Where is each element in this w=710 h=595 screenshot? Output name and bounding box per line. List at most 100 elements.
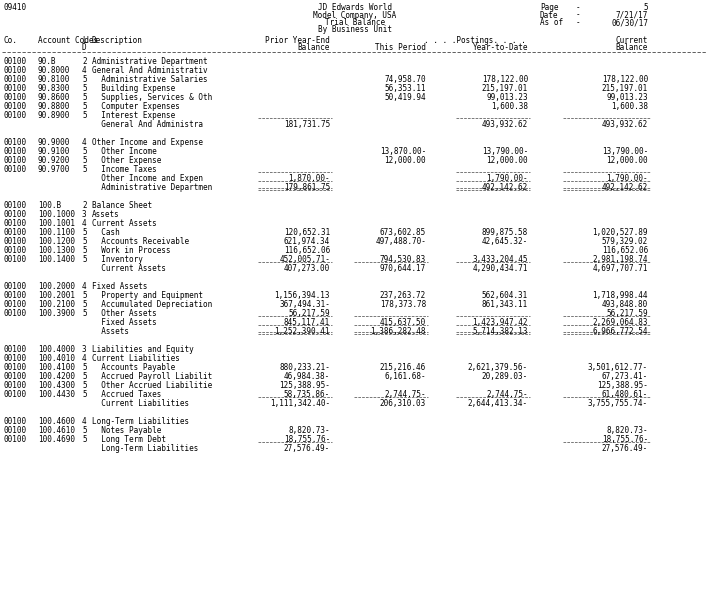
Text: Administrative Salaries: Administrative Salaries	[92, 75, 207, 84]
Text: 00100: 00100	[4, 237, 27, 246]
Text: Accounts Payable: Accounts Payable	[92, 363, 175, 372]
Text: 00100: 00100	[4, 84, 27, 93]
Text: 1,600.38: 1,600.38	[611, 102, 648, 111]
Text: Co.: Co.	[4, 36, 18, 45]
Text: 20,289.03-: 20,289.03-	[482, 372, 528, 381]
Text: 5: 5	[82, 291, 87, 300]
Text: 100.1200: 100.1200	[38, 237, 75, 246]
Text: 215,216.46: 215,216.46	[380, 363, 426, 372]
Text: 00100: 00100	[4, 246, 27, 255]
Text: Long-Term Liabilities: Long-Term Liabilities	[92, 417, 189, 426]
Text: 13,870.00-: 13,870.00-	[380, 147, 426, 156]
Text: 1,156,394.13: 1,156,394.13	[275, 291, 330, 300]
Text: -: -	[576, 3, 580, 12]
Text: 18,755.76-: 18,755.76-	[284, 435, 330, 444]
Text: 90.9000: 90.9000	[38, 138, 70, 147]
Text: 5: 5	[82, 237, 87, 246]
Text: 00100: 00100	[4, 66, 27, 75]
Text: 452,005.71-: 452,005.71-	[279, 255, 330, 264]
Text: 1,790.00-: 1,790.00-	[606, 174, 648, 183]
Text: 90.8800: 90.8800	[38, 102, 70, 111]
Text: Accumulated Depreciation: Accumulated Depreciation	[92, 300, 212, 309]
Text: 880,233.21-: 880,233.21-	[279, 363, 330, 372]
Text: 00100: 00100	[4, 165, 27, 174]
Text: 90.8300: 90.8300	[38, 84, 70, 93]
Text: As of: As of	[540, 18, 563, 27]
Text: Balance Sheet: Balance Sheet	[92, 201, 152, 210]
Text: 673,602.85: 673,602.85	[380, 228, 426, 237]
Text: Computer Expenses: Computer Expenses	[92, 102, 180, 111]
Text: 00100: 00100	[4, 255, 27, 264]
Text: Model Company, USA: Model Company, USA	[313, 11, 397, 20]
Text: 00100: 00100	[4, 363, 27, 372]
Text: 178,122.00: 178,122.00	[482, 75, 528, 84]
Text: 56,217.59: 56,217.59	[606, 309, 648, 318]
Text: 415,637.50: 415,637.50	[380, 318, 426, 327]
Text: . . . .Postings. . . .: . . . .Postings. . . .	[424, 36, 526, 45]
Text: 2,269,064.83: 2,269,064.83	[593, 318, 648, 327]
Text: 50,419.94: 50,419.94	[384, 93, 426, 102]
Text: 90.B: 90.B	[38, 57, 57, 66]
Text: 3,433,204.45: 3,433,204.45	[472, 255, 528, 264]
Text: 5: 5	[82, 246, 87, 255]
Text: 00100: 00100	[4, 147, 27, 156]
Text: 100.1001: 100.1001	[38, 219, 75, 228]
Text: -: -	[576, 11, 580, 20]
Text: Trial Balance: Trial Balance	[325, 18, 385, 27]
Text: Assets: Assets	[92, 327, 129, 336]
Text: 5,714,382.13: 5,714,382.13	[472, 327, 528, 336]
Text: 407,273.00: 407,273.00	[284, 264, 330, 273]
Text: 1,020,527.89: 1,020,527.89	[593, 228, 648, 237]
Text: 90.8600: 90.8600	[38, 93, 70, 102]
Text: 493,932.62: 493,932.62	[602, 120, 648, 129]
Text: 100.1000: 100.1000	[38, 210, 75, 219]
Text: 00100: 00100	[4, 426, 27, 435]
Text: Balance: Balance	[297, 43, 330, 52]
Text: 00100: 00100	[4, 228, 27, 237]
Text: 5: 5	[82, 165, 87, 174]
Text: 120,652.31: 120,652.31	[284, 228, 330, 237]
Text: 00100: 00100	[4, 381, 27, 390]
Text: 5: 5	[82, 435, 87, 444]
Text: General And Administrativ: General And Administrativ	[92, 66, 207, 75]
Text: 5: 5	[82, 309, 87, 318]
Text: L: L	[82, 36, 87, 45]
Text: By Business Unit: By Business Unit	[318, 26, 392, 35]
Text: 5: 5	[82, 111, 87, 120]
Text: 12,000.00: 12,000.00	[486, 156, 528, 165]
Text: 5: 5	[82, 390, 87, 399]
Text: 5: 5	[643, 3, 648, 12]
Text: Year-to-Date: Year-to-Date	[472, 43, 528, 52]
Text: 6,161.68-: 6,161.68-	[384, 372, 426, 381]
Text: 4: 4	[82, 282, 87, 291]
Text: 579,329.02: 579,329.02	[602, 237, 648, 246]
Text: 1,252,390.41: 1,252,390.41	[275, 327, 330, 336]
Text: 492,142.62: 492,142.62	[602, 183, 648, 192]
Text: General And Administra: General And Administra	[92, 120, 203, 129]
Text: 00100: 00100	[4, 75, 27, 84]
Text: Supplies, Services & Oth: Supplies, Services & Oth	[92, 93, 212, 102]
Text: 00100: 00100	[4, 93, 27, 102]
Text: 100.4600: 100.4600	[38, 417, 75, 426]
Text: 367,494.31-: 367,494.31-	[279, 300, 330, 309]
Text: Balance: Balance	[616, 43, 648, 52]
Text: Other Assets: Other Assets	[92, 309, 157, 318]
Text: 7/21/17: 7/21/17	[616, 11, 648, 20]
Text: 06/30/17: 06/30/17	[611, 18, 648, 27]
Text: 4: 4	[82, 417, 87, 426]
Text: 5: 5	[82, 102, 87, 111]
Text: 206,310.03: 206,310.03	[380, 399, 426, 408]
Text: 215,197.01: 215,197.01	[602, 84, 648, 93]
Text: 5: 5	[82, 426, 87, 435]
Text: 100.4690: 100.4690	[38, 435, 75, 444]
Text: 56,217.59: 56,217.59	[288, 309, 330, 318]
Text: Date: Date	[540, 11, 559, 20]
Text: 1,111,342.40-: 1,111,342.40-	[270, 399, 330, 408]
Text: 899,875.58: 899,875.58	[482, 228, 528, 237]
Text: 27,576.49-: 27,576.49-	[284, 444, 330, 453]
Text: 00100: 00100	[4, 57, 27, 66]
Text: 90.8100: 90.8100	[38, 75, 70, 84]
Text: 178,373.78: 178,373.78	[380, 300, 426, 309]
Text: 00100: 00100	[4, 390, 27, 399]
Text: 56,353.11: 56,353.11	[384, 84, 426, 93]
